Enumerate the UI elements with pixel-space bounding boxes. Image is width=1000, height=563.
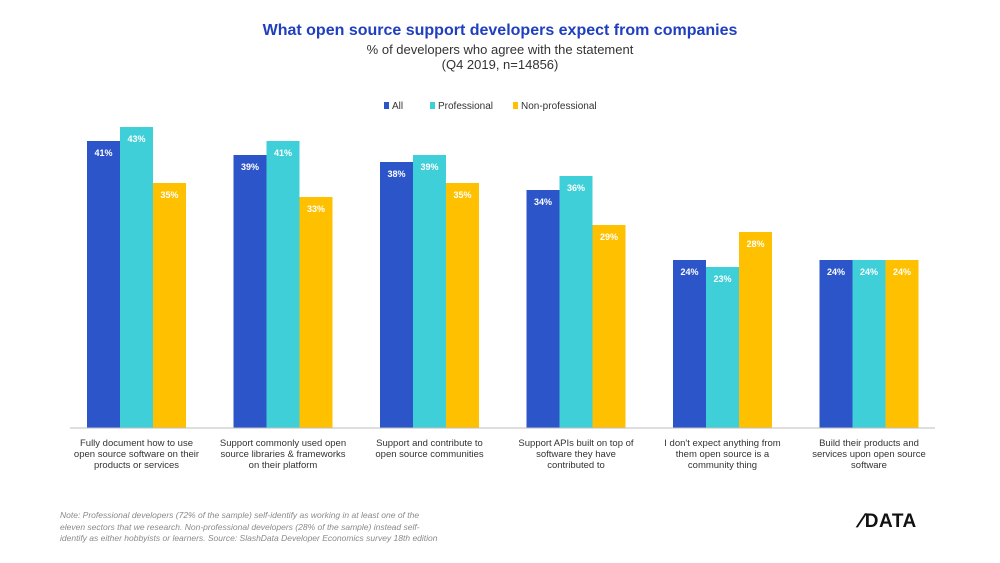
chart-title: What open source support developers expe…: [262, 22, 738, 39]
category-label: contributed to: [547, 460, 605, 471]
slashdata-logo: /DATA: [853, 511, 917, 533]
data-label: 36%: [567, 183, 585, 193]
data-label: 23%: [713, 274, 731, 284]
data-label: 41%: [94, 148, 112, 158]
category-label: community thing: [688, 460, 757, 471]
data-label: 24%: [827, 267, 845, 277]
bar: [266, 141, 300, 428]
chart-subtitle-sample: (Q4 2019, n=14856): [441, 57, 559, 72]
bar: [526, 190, 560, 428]
data-label: 34%: [534, 197, 552, 207]
category-label: open source software on their: [74, 449, 199, 460]
category-label: Support and contribute to: [376, 438, 483, 449]
category-label: services upon open source: [812, 449, 926, 460]
footnote-line: identify as either hobbyists or learners…: [60, 533, 438, 543]
bar: [446, 183, 479, 428]
legend-swatch: [384, 102, 389, 109]
bar: [380, 162, 413, 428]
bar: [852, 260, 886, 428]
data-label: 29%: [600, 232, 618, 242]
category-label: them open source is a: [676, 449, 770, 460]
data-label: 35%: [160, 190, 178, 200]
legend-label: Professional: [438, 101, 493, 112]
category-label: software they have: [536, 449, 616, 460]
bar: [592, 225, 626, 428]
legend-label: All: [392, 101, 403, 112]
bar: [299, 197, 333, 428]
data-label: 43%: [127, 134, 145, 144]
footnote-line: Note: Professional developers (72% of th…: [60, 510, 420, 520]
bar-chart: All Professional Non-professional 41% 43% 35%…: [70, 101, 935, 471]
legend-swatch: [513, 102, 518, 109]
category-label: open source communities: [375, 449, 483, 460]
bar: [120, 127, 153, 428]
chart-subtitle: % of developers who agree with the state…: [366, 42, 634, 57]
legend-label: Non-professional: [521, 101, 597, 112]
bar: [885, 260, 919, 428]
category-label: Support APIs built on top of: [518, 438, 633, 449]
data-label: 38%: [387, 169, 405, 179]
data-label: 35%: [453, 190, 471, 200]
category-label: software: [851, 460, 887, 471]
data-label: 24%: [893, 267, 911, 277]
bar: [87, 141, 120, 428]
data-label: 39%: [241, 162, 259, 172]
legend-swatch: [430, 102, 435, 109]
category-label: products or services: [94, 460, 179, 471]
category-label: Support commonly used open: [220, 438, 346, 449]
data-label: 28%: [746, 239, 764, 249]
category-label: Fully document how to use: [80, 438, 193, 449]
bar: [233, 155, 267, 428]
data-label: 41%: [274, 148, 292, 158]
category-label: source libraries & frameworks: [220, 449, 345, 460]
category-label: on their platform: [249, 460, 318, 471]
bar: [706, 267, 739, 428]
category-label: Build their products and: [819, 438, 919, 449]
bar: [559, 176, 593, 428]
data-label: 33%: [307, 204, 325, 214]
bar: [413, 155, 446, 428]
bar: [819, 260, 853, 428]
footnote: Note: Professional developers (72% of th…: [60, 510, 530, 545]
bar: [739, 232, 772, 428]
footnote-line: eleven sectors that we research. Non-pro…: [60, 521, 420, 532]
category-label: I don't expect anything from: [664, 438, 780, 449]
logo-text: DATA: [864, 511, 917, 532]
bar: [153, 183, 186, 428]
data-label: 24%: [860, 267, 878, 277]
data-label: 24%: [680, 267, 698, 277]
data-label: 39%: [420, 162, 438, 172]
bar: [673, 260, 706, 428]
